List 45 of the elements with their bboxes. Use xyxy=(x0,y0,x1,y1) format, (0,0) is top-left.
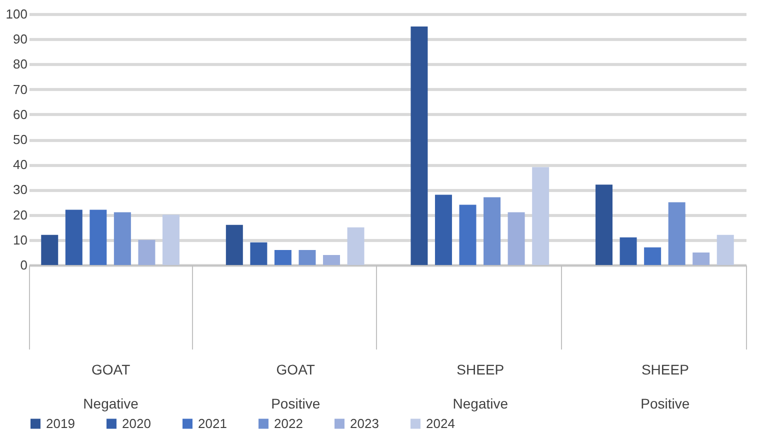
y-tick-label: 100 xyxy=(6,6,28,22)
bar xyxy=(226,224,243,265)
bar xyxy=(114,212,131,265)
y-tick-label: 40 xyxy=(13,157,28,172)
legend-label: 2023 xyxy=(350,416,379,431)
legend-label: 2019 xyxy=(46,416,75,431)
bar xyxy=(347,227,364,265)
bar xyxy=(620,237,637,265)
bar xyxy=(434,194,452,265)
category-label: SHEEP Positive xyxy=(640,362,690,412)
bar xyxy=(692,252,710,265)
y-tick-label: 30 xyxy=(13,182,28,198)
y-tick-label: 90 xyxy=(13,32,28,47)
bar xyxy=(668,202,686,265)
bar xyxy=(459,204,476,265)
bar xyxy=(532,167,550,265)
y-tick-label: 80 xyxy=(13,56,28,72)
bar xyxy=(508,212,525,265)
bar xyxy=(484,197,501,265)
y-tick-label: 20 xyxy=(13,207,28,222)
bar xyxy=(274,250,292,265)
bar xyxy=(41,234,58,265)
category-label: GOAT Negative xyxy=(83,362,138,412)
bar xyxy=(162,214,180,265)
bar xyxy=(298,250,316,265)
category-label: SHEEP Negative xyxy=(452,362,508,412)
bar xyxy=(250,242,268,265)
bar xyxy=(323,254,340,265)
bar xyxy=(644,247,662,265)
y-tick-label: 70 xyxy=(13,82,28,97)
category-label: GOAT Positive xyxy=(271,362,320,412)
y-tick-label: 0 xyxy=(20,258,28,272)
legend-label: 2022 xyxy=(274,416,303,431)
bar xyxy=(410,26,428,265)
y-tick-label: 50 xyxy=(13,132,28,147)
bar xyxy=(138,240,156,265)
bar xyxy=(596,184,613,265)
legend-label: 2021 xyxy=(198,416,227,431)
legend-label: 2020 xyxy=(122,416,151,431)
bar xyxy=(716,234,734,265)
y-tick-label: 10 xyxy=(13,232,28,248)
legend-label: 2024 xyxy=(426,416,455,431)
y-tick-label: 60 xyxy=(13,106,28,122)
bar xyxy=(65,210,82,265)
bar xyxy=(90,210,107,265)
